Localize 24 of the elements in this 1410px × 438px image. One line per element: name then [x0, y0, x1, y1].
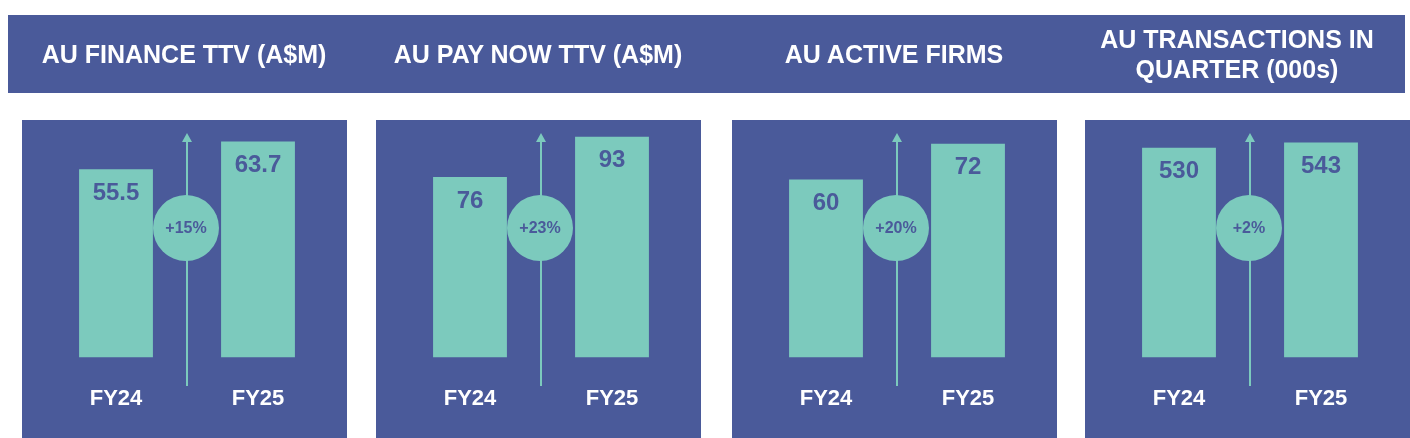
chart-title: AU ACTIVE FIRMS: [783, 39, 1005, 70]
data-label: 76: [456, 185, 484, 213]
data-label: 55.5: [92, 177, 140, 205]
x-tick-label: FY25: [941, 384, 995, 410]
data-label: 60: [812, 188, 840, 216]
data-label: 543: [1300, 151, 1342, 179]
data-label: 530: [1158, 156, 1200, 184]
chart-title: AU FINANCE TTV (A$M): [40, 39, 328, 70]
x-tick-label: FY25: [585, 384, 639, 410]
x-tick-label: FY24: [1152, 384, 1207, 410]
chart-title: AU TRANSACTIONS IN QUARTER (000s): [1099, 24, 1375, 85]
data-label: 93: [598, 145, 626, 173]
circle-badge: +20%: [863, 195, 929, 261]
circle-badge: +15%: [153, 195, 219, 261]
x-tick-label: FY24: [799, 384, 854, 410]
circle-badge: +23%: [507, 195, 573, 261]
circle-badge: +2%: [1216, 195, 1282, 261]
data-label: 72: [954, 152, 982, 180]
x-tick-label: FY24: [443, 384, 498, 410]
data-label: 63.7: [234, 150, 282, 178]
chart-title: AU PAY NOW TTV (A$M): [392, 39, 684, 70]
x-tick-label: FY25: [231, 384, 285, 410]
x-tick-label: FY24: [89, 384, 144, 410]
x-tick-label: FY25: [1294, 384, 1348, 410]
